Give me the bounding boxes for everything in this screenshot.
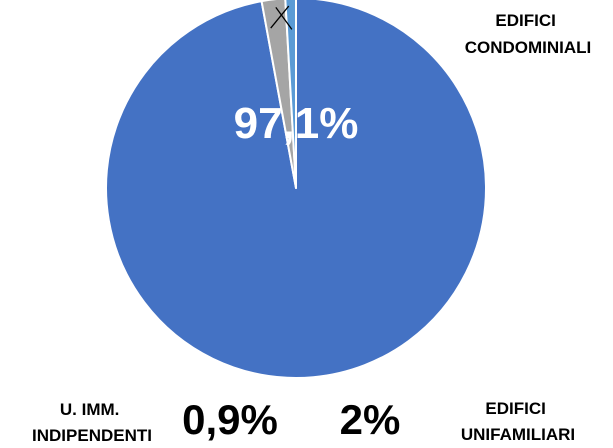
- leader-lines: [270, 5, 293, 30]
- pie-slice-u-imm-indipendenti: [284, 0, 297, 189]
- value-label-u-imm-indipendenti: 0,9%: [182, 396, 278, 443]
- label-u-imm-indipendenti: U. IMM. INDIPENDENTI: [32, 400, 152, 445]
- value-label-edifici-unifamiliari: 2%: [340, 396, 401, 443]
- leader-line-edifici-unifamiliari: [275, 6, 293, 30]
- value-label-edifici-condominiali: 97,1%: [234, 99, 359, 148]
- leader-line-u-imm-indipendenti: [270, 5, 290, 29]
- pie-slices: [105, 0, 487, 379]
- label-edifici-unifamiliari: EDIFICI UNIFAMILIARI: [461, 399, 575, 444]
- label-edifici-condominiali: EDIFICI CONDOMINIALI: [465, 11, 592, 57]
